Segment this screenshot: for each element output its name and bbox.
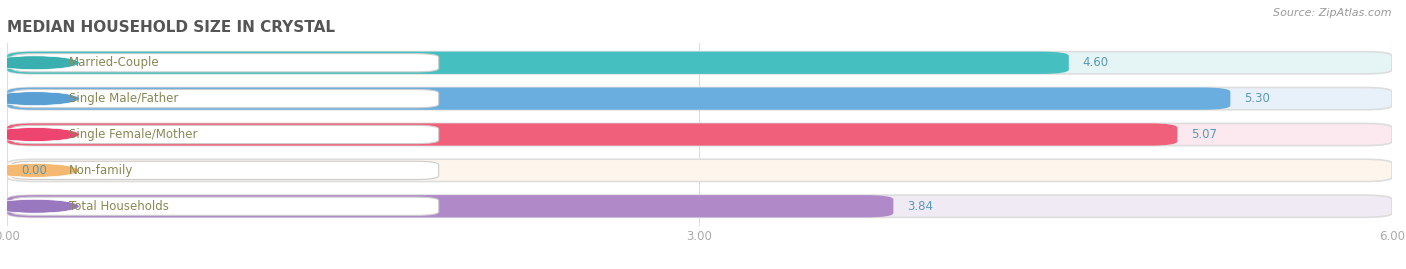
FancyBboxPatch shape [7, 52, 1069, 74]
Text: 4.60: 4.60 [1083, 56, 1109, 69]
FancyBboxPatch shape [7, 123, 1177, 146]
FancyBboxPatch shape [11, 90, 439, 108]
FancyBboxPatch shape [11, 197, 439, 215]
Text: Non-family: Non-family [69, 164, 134, 177]
Circle shape [0, 164, 79, 177]
Text: MEDIAN HOUSEHOLD SIZE IN CRYSTAL: MEDIAN HOUSEHOLD SIZE IN CRYSTAL [7, 20, 335, 35]
Text: 3.84: 3.84 [907, 200, 934, 213]
FancyBboxPatch shape [7, 123, 1392, 146]
FancyBboxPatch shape [11, 125, 439, 144]
FancyBboxPatch shape [7, 52, 1392, 74]
FancyBboxPatch shape [7, 87, 1230, 110]
Circle shape [0, 92, 79, 105]
Text: 5.30: 5.30 [1244, 92, 1270, 105]
FancyBboxPatch shape [11, 54, 439, 72]
Text: 0.00: 0.00 [21, 164, 46, 177]
FancyBboxPatch shape [11, 161, 439, 179]
Text: 5.07: 5.07 [1191, 128, 1218, 141]
Circle shape [0, 199, 79, 213]
Text: Single Female/Mother: Single Female/Mother [69, 128, 198, 141]
Text: Single Male/Father: Single Male/Father [69, 92, 179, 105]
Text: Total Households: Total Households [69, 200, 169, 213]
FancyBboxPatch shape [7, 195, 893, 217]
Text: Married-Couple: Married-Couple [69, 56, 160, 69]
Circle shape [0, 56, 79, 70]
Circle shape [0, 128, 79, 141]
Text: Source: ZipAtlas.com: Source: ZipAtlas.com [1274, 8, 1392, 18]
FancyBboxPatch shape [7, 87, 1392, 110]
FancyBboxPatch shape [7, 159, 1392, 182]
FancyBboxPatch shape [7, 195, 1392, 217]
